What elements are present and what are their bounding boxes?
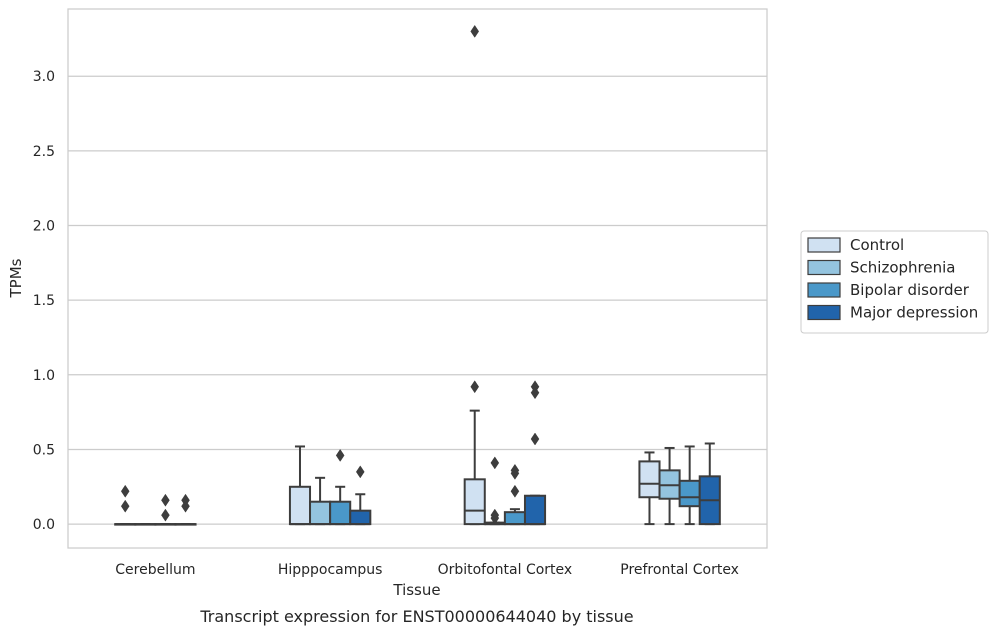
x-tick-label: Hipppocampus (278, 562, 383, 578)
box-3-2 (678, 445, 701, 526)
legend-label: Major depression (850, 304, 978, 322)
box-iqr (503, 511, 526, 526)
box-iqr (309, 500, 332, 526)
legend-swatch (807, 259, 841, 276)
y-tick-label: 2.0 (33, 218, 55, 234)
box-1-3 (349, 465, 372, 526)
outlier-point (120, 484, 130, 498)
legend-label: Control (850, 236, 904, 254)
legend-label: Schizophrenia (850, 259, 955, 277)
box-2-0 (463, 24, 486, 526)
y-gridlines (68, 75, 767, 525)
outlier-point (161, 493, 170, 507)
legend-swatch (807, 237, 841, 253)
plot-frame (67, 8, 768, 549)
box-3-3 (698, 442, 721, 526)
box-1-0 (288, 445, 312, 526)
box-3-0 (638, 451, 661, 526)
box-iqr (349, 509, 372, 526)
y-axis-label: TPMs (7, 258, 25, 298)
y-tick-label: 1.0 (33, 368, 55, 384)
x-tick-labels: Cerebellum Hipppocampus Orbitofontal Corte… (115, 562, 739, 578)
outlier-point (470, 24, 480, 38)
y-tick-label: 1.5 (33, 293, 55, 309)
x-tick-label: Prefrontal Cortex (620, 562, 739, 578)
legend: Control Schizophrenia Bipolar disorder Majo… (800, 230, 989, 334)
box-iqr (678, 479, 701, 508)
box-0-1 (134, 523, 157, 526)
outlier-point (490, 456, 500, 470)
y-tick-label: 2.5 (33, 144, 55, 160)
box-0-3 (174, 493, 197, 526)
outlier-point (355, 465, 365, 479)
legend-label: Bipolar disorder (850, 281, 970, 299)
box-3-1 (658, 446, 681, 526)
y-tick-labels: 0.0 0.5 1.0 1.5 2.0 2.5 3.0 (33, 69, 55, 533)
legend-item: Major depression (807, 304, 978, 322)
box-0-0 (114, 484, 137, 526)
outlier-point (510, 463, 520, 477)
box-0-2 (154, 493, 177, 526)
outlier-point (181, 493, 190, 507)
y-tick-label: 3.0 (33, 69, 55, 85)
outlier-point (510, 484, 520, 498)
outlier-point (161, 508, 170, 522)
box-1-2 (329, 448, 352, 526)
box-iqr (638, 460, 661, 499)
outlier-point (470, 380, 480, 394)
outlier-point (490, 508, 500, 522)
legend-item: Bipolar disorder (807, 281, 970, 299)
legend-item: Control (807, 236, 904, 254)
y-tick-label: 0.5 (33, 442, 55, 458)
legend-frame (800, 230, 989, 334)
box-iqr (463, 478, 486, 526)
x-tick-label: Cerebellum (115, 562, 195, 578)
box-groups (114, 24, 721, 526)
outlier-point (530, 380, 540, 394)
box-2-3 (523, 380, 547, 526)
box-2-2 (503, 463, 526, 526)
legend-item: Schizophrenia (807, 259, 955, 277)
x-axis-label: Tissue (392, 581, 440, 599)
box-iqr (288, 485, 312, 526)
outlier-point (530, 432, 540, 446)
y-tick-label: 0.0 (33, 517, 55, 533)
box-iqr (523, 494, 547, 526)
x-tick-label: Orbitofontal Cortex (438, 562, 573, 578)
box-2-1 (483, 456, 506, 526)
outlier-point (120, 499, 130, 513)
legend-swatch (807, 304, 841, 321)
outlier-point (335, 448, 345, 462)
box-iqr (329, 500, 352, 526)
box-1-1 (309, 476, 332, 526)
legend-swatch (807, 282, 841, 298)
chart-caption: Transcript expression for ENST0000064404… (199, 607, 633, 626)
